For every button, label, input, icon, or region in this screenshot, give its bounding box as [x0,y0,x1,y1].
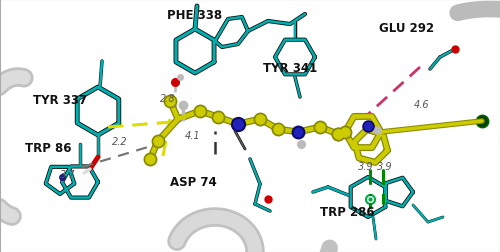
Text: TRP 86: TRP 86 [25,141,72,154]
Text: 3.7: 3.7 [60,169,76,179]
Text: TYR 337: TYR 337 [33,93,87,106]
Text: 2.2: 2.2 [112,137,128,146]
Text: GLU 292: GLU 292 [380,21,434,34]
Text: 2.8: 2.8 [160,94,176,104]
Text: TYR 341: TYR 341 [263,61,317,74]
Text: 3.9: 3.9 [377,161,393,171]
Text: 4.1: 4.1 [185,131,201,140]
Text: ASP 74: ASP 74 [170,175,216,188]
Text: 3.9: 3.9 [358,161,374,171]
Text: 4.6: 4.6 [414,100,430,110]
Text: PHE 338: PHE 338 [168,9,222,21]
Text: TRP 286: TRP 286 [320,205,374,218]
